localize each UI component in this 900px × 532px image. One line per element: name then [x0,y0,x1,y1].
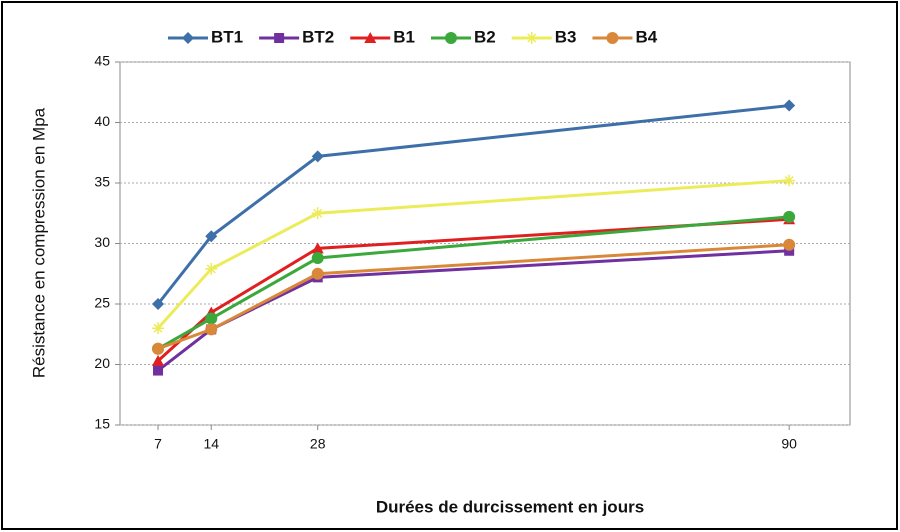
x-axis-title: Durées de durcissement en jours [376,497,644,516]
marker [311,267,324,280]
marker [783,99,796,112]
legend-label: B1 [393,27,415,46]
y-tick-label: 20 [94,355,110,371]
legend-label: BT2 [302,27,334,46]
series-line [156,104,790,305]
series-line [157,249,790,372]
y-tick-label: 30 [94,234,110,250]
legend-item: B4 [592,27,658,46]
marker [205,262,218,275]
marker [783,238,796,251]
marker [364,32,377,43]
marker [152,354,165,366]
y-tick-label: 25 [94,295,110,311]
series [152,238,796,355]
legend: BT1 BT2 B1 B2 B3 B4 [168,27,658,46]
marker [274,33,285,43]
marker [444,32,457,44]
marker [205,323,218,336]
legend-label: B3 [555,27,577,46]
legend-item: BT2 [259,27,334,46]
marker [525,32,538,44]
marker [182,32,194,44]
x-tick-label: 14 [203,436,219,452]
marker [152,298,165,310]
series-line [156,179,790,330]
series [152,210,796,355]
series-line [157,243,790,351]
legend-label: B4 [635,27,657,46]
x-tick-label: 28 [310,436,326,452]
marker [311,242,324,254]
x-tick-label: 7 [154,436,162,452]
marker [784,245,795,256]
legend-item: BT1 [168,27,243,46]
marker [311,252,324,265]
y-tick-label: 35 [94,174,110,190]
marker [783,210,796,223]
y-tick-label: 15 [94,416,110,432]
y-tick-label: 40 [94,113,110,129]
marker [311,150,324,163]
legend-item: B3 [511,27,577,46]
marker [205,312,218,325]
series [152,174,796,335]
marker [783,174,796,187]
marker [311,207,324,220]
series-line [157,215,790,351]
marker [153,365,164,376]
series-line [157,217,790,362]
y-tick-label: 45 [94,53,110,69]
marker [152,342,165,355]
legend-label: B2 [474,27,496,46]
legend-label: BT1 [211,27,243,46]
series [152,99,796,310]
legend-item: B2 [430,27,496,46]
legend-item: B1 [350,27,415,46]
marker [606,32,619,44]
marker [205,230,218,243]
marker [152,322,165,335]
x-tick-label: 90 [781,436,797,452]
y-axis-title: Résistance en compression en Mpa [29,107,48,378]
